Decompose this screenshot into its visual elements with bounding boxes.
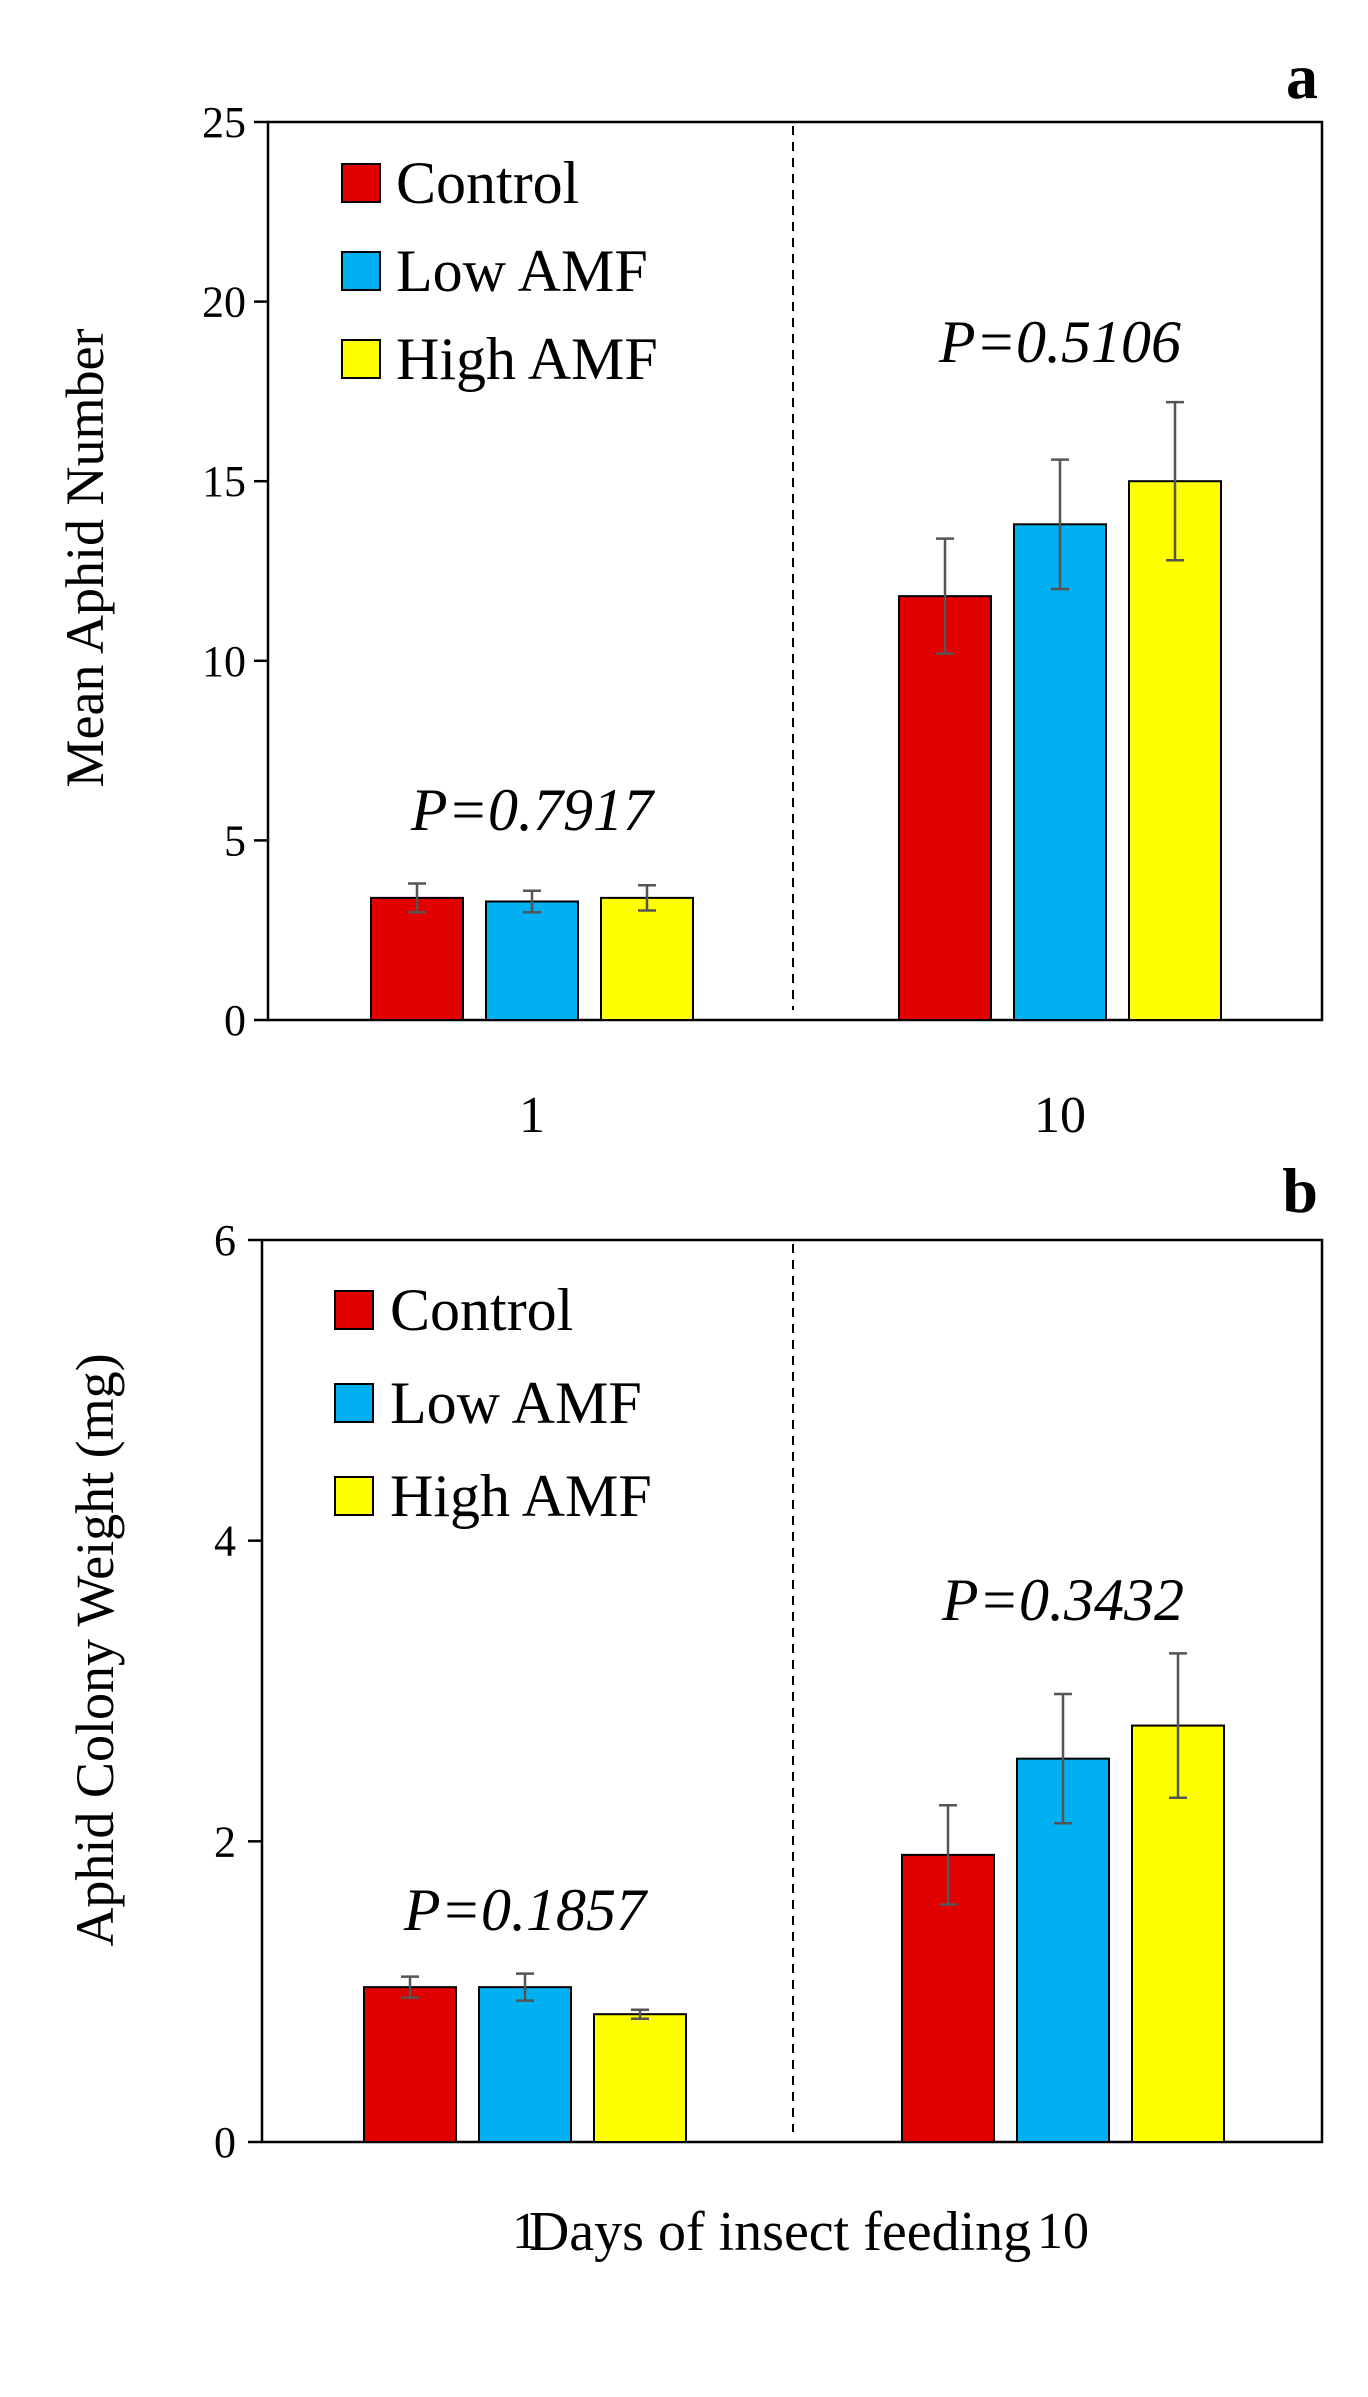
panel-b-legend-label: Control [390, 1277, 573, 1343]
panel-a-bar [485, 900, 579, 1021]
panel-a-plot-frame [266, 120, 1324, 1022]
panel-a-category-label: 10 [1034, 1087, 1086, 1144]
panel-b-plot-frame [260, 1238, 1324, 2144]
panel-a-y-tick-label: 25 [202, 98, 246, 147]
panel-b-legend-swatch [334, 1383, 374, 1423]
panel-b-y-tick-label: 2 [214, 1817, 236, 1866]
panel-a-bar [600, 896, 694, 1022]
panel-a-p-value-annotation: P=0.7917 [410, 777, 656, 843]
panel-a-legend-label: Low AMF [396, 238, 648, 304]
panel-a-y-axis-label: Mean Aphid Number [55, 329, 115, 788]
panel-b-bar [363, 1986, 457, 2143]
panel-a-y-tick-label: 0 [224, 996, 246, 1045]
panel-a-legend-label: High AMF [396, 326, 658, 392]
panel-b-p-value-annotation: P=0.1857 [403, 1877, 649, 1943]
panel-b: b Aphid Colony Weight (mg) Days of insec… [65, 1155, 1324, 2263]
panel-a-bar [370, 896, 464, 1022]
panel-a: a Mean Aphid Number 0 5 10 15 20 25 1 10 P=0.791… [55, 41, 1324, 1144]
panel-b-x-axis-label: Days of insect feeding [529, 2201, 1031, 2263]
panel-b-y-axis-label: Aphid Colony Weight (mg) [65, 1353, 125, 1946]
panel-b-p-value-annotation: P=0.3432 [941, 1567, 1184, 1633]
panel-b-legend-label: High AMF [390, 1463, 652, 1529]
panel-a-legend-swatch [341, 163, 381, 203]
panel-b-legend-label: Low AMF [390, 1370, 642, 1436]
panel-a-legend-swatch [341, 251, 381, 291]
panel-b-bar [478, 1986, 572, 2143]
panel-b-legend-swatch [334, 1290, 374, 1330]
panel-a-legend-label: Control [396, 150, 579, 216]
panel-a-y-tick-label: 15 [202, 457, 246, 506]
panel-b-y-tick-label: 0 [214, 2118, 236, 2167]
panel-a-legend-swatch [341, 339, 381, 379]
panel-a-y-tick-label: 5 [224, 816, 246, 865]
panel-b-bar [593, 2013, 687, 2144]
panel-a-category-label: 1 [519, 1087, 545, 1144]
panel-a-bar [1128, 480, 1222, 1021]
panel-a-p-value-annotation: P=0.5106 [938, 309, 1181, 375]
panel-b-category-label: 1 [512, 2203, 538, 2260]
panel-a-bar [898, 595, 992, 1021]
panel-a-y-tick-label: 10 [202, 637, 246, 686]
panel-a-letter: a [1286, 41, 1318, 112]
panel-b-y-tick-label: 4 [214, 1517, 236, 1566]
panel-a-bar [1013, 523, 1107, 1022]
panel-b-y-tick-label: 6 [214, 1216, 236, 1265]
panel-b-category-label: 10 [1037, 2203, 1089, 2260]
panel-a-y-tick-label: 20 [202, 278, 246, 327]
panel-b-legend-swatch [334, 1476, 374, 1516]
panel-b-letter: b [1282, 1155, 1318, 1226]
